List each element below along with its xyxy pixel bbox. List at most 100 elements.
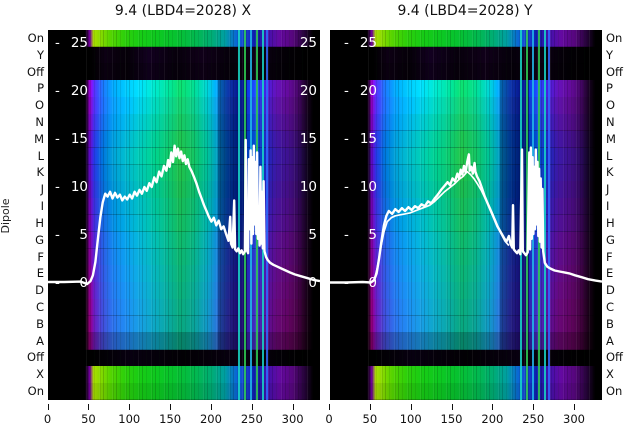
x-tick-label: 200 — [199, 412, 222, 426]
dipole-label-left-g-12: G — [35, 232, 44, 247]
dipole-label-left-b-17: B — [36, 316, 44, 331]
tick-dash: - — [55, 131, 60, 147]
dipole-label-left-k-8: K — [36, 165, 44, 180]
overlay-ytick-left: -25 — [344, 34, 377, 52]
dipole-label-left-off-2: Off — [27, 64, 44, 79]
tick-value: 5 — [368, 227, 377, 243]
overlay-ytick-left: -5 — [55, 226, 88, 244]
overlay-ytick-left: -15 — [55, 130, 88, 148]
dipole-label-left-m-6: M — [34, 131, 44, 146]
tick-dash: - — [55, 83, 60, 99]
tick-value: 15 — [359, 131, 377, 147]
overlay-ytick-left: -10 — [55, 178, 88, 196]
panel-title-y: 9.4 (LBD4=2028) Y — [397, 3, 533, 19]
x-tick-label: 100 — [118, 412, 141, 426]
x-tick-mark — [47, 404, 49, 410]
dipole-label-right-on-0: On — [606, 30, 623, 45]
dipole-label-right-j-9: J — [606, 182, 610, 197]
dipole-label-right-l-7: L — [606, 148, 613, 163]
dipole-label-right-h-11: H — [606, 215, 615, 230]
x-tick-mark — [88, 404, 90, 410]
overlay-ytick-right: 25 — [299, 35, 317, 51]
dipole-label-left-l-7: L — [37, 148, 44, 163]
beam-profile-trace — [48, 138, 320, 286]
dipole-label-right-m-6: M — [606, 131, 616, 146]
tick-dash: - — [55, 179, 60, 195]
dipole-label-right-c-16: C — [606, 300, 615, 314]
x-tick-mark — [369, 404, 371, 410]
dipole-labels-right: On Y Off P O N M L K J I H G F E D C B A Off X On — [606, 30, 640, 400]
tick-dash: - — [55, 35, 60, 51]
tick-value: 25 — [70, 35, 88, 51]
tick-dash: - — [344, 131, 349, 147]
overlay-ytick-right: 10 — [299, 179, 317, 195]
dipole-label-left-f-13: F — [37, 249, 44, 264]
overlay-ytick-left: -15 — [344, 130, 377, 148]
dipole-label-left-x-20: X — [36, 367, 44, 382]
tick-value: 10 — [70, 179, 88, 195]
dipole-label-right-k-8: K — [606, 165, 614, 180]
dipole-label-right-i-10: I — [606, 199, 610, 214]
dipole-label-left-n-5: N — [35, 115, 44, 129]
dipole-label-left-i-10: I — [40, 199, 44, 214]
heatmap-panel-x: -25 25-20 20-15 15-10 10-5 5-0 0 — [47, 30, 320, 400]
beam-profile-trace — [330, 146, 602, 284]
tick-value: 25 — [359, 35, 377, 51]
tick-dash: - — [344, 179, 349, 195]
x-tick-label: 0 — [325, 412, 333, 426]
tick-value: 5 — [79, 227, 88, 243]
x-tick-mark — [329, 404, 330, 410]
x-tick-mark — [574, 404, 576, 410]
tick-dash: - — [344, 275, 349, 291]
overlay-ytick-left: -10 — [344, 178, 377, 196]
dipole-label-left-on-0: On — [27, 30, 44, 45]
tick-value: 20 — [70, 83, 88, 99]
x-tick-mark — [410, 404, 412, 410]
heatmap-panel-y: -25-20-15-10-5-0 — [329, 30, 602, 400]
tick-value: 20 — [359, 83, 377, 99]
x-tick-mark — [292, 404, 294, 410]
beam-profile-curve — [48, 138, 320, 286]
dipole-label-right-o-4: O — [606, 98, 616, 113]
dipole-label-right-g-12: G — [606, 232, 615, 247]
dipole-label-right-y-1: Y — [606, 47, 614, 62]
dipole-label-left-off-19: Off — [27, 350, 44, 365]
x-tick-mark — [492, 404, 494, 410]
dipole-label-right-f-13: F — [606, 249, 613, 264]
x-tick-label: 200 — [481, 412, 504, 426]
overlay-ytick-left: -20 — [55, 82, 88, 100]
x-tick-label: 50 — [362, 412, 378, 426]
x-tick-label: 150 — [440, 412, 463, 426]
dipole-label-right-p-3: P — [606, 81, 613, 96]
dipole-label-right-d-15: D — [606, 283, 615, 298]
x-tick-label: 0 — [43, 412, 52, 426]
dipole-label-left-j-9: J — [40, 182, 44, 197]
overlay-ytick-right: 20 — [299, 83, 317, 99]
dipole-label-right-e-14: E — [606, 266, 614, 281]
tick-value: 15 — [70, 131, 88, 147]
dipole-label-right-x-20: X — [606, 367, 614, 382]
overlay-ytick-left: -20 — [344, 82, 377, 100]
x-tick-label: 250 — [522, 412, 545, 426]
dipole-label-left-a-18: A — [36, 333, 44, 348]
tick-dash: - — [344, 227, 349, 243]
tick-dash: - — [55, 227, 60, 243]
dipole-label-right-n-5: N — [606, 115, 615, 129]
overlay-ytick-right: 0 — [308, 275, 317, 291]
dipole-label-left-h-11: H — [35, 215, 44, 230]
tick-value: 0 — [79, 275, 88, 291]
x-tick-mark — [210, 404, 212, 410]
x-tick-mark — [170, 404, 172, 410]
x-tick-label: 50 — [81, 412, 96, 426]
dipole-label-left-d-15: D — [35, 283, 44, 298]
tick-value: 10 — [359, 179, 377, 195]
dipole-label-right-off-2: Off — [606, 64, 623, 79]
x-tick-mark — [533, 404, 535, 410]
dipole-label-right-on-21: On — [606, 384, 623, 399]
x-tick-label: 300 — [281, 412, 304, 426]
x-tick-mark — [251, 404, 253, 410]
tick-dash: - — [344, 35, 349, 51]
x-tick-label: 100 — [399, 412, 422, 426]
dipole-label-left-e-14: E — [36, 266, 44, 281]
